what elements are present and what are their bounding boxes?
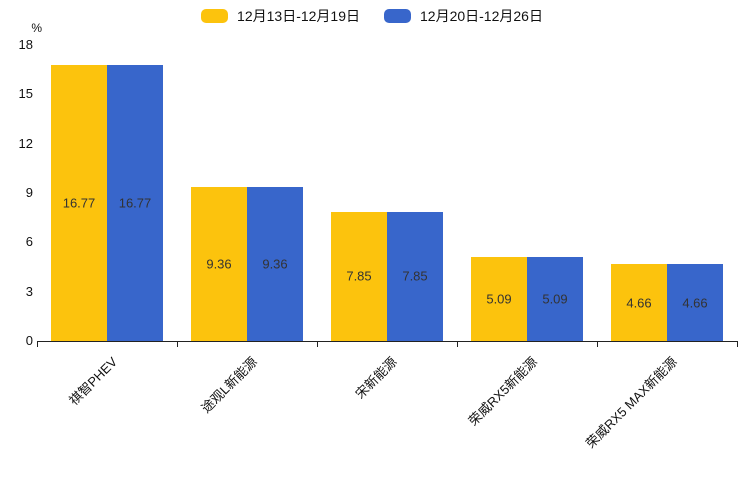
x-tick-mark (177, 341, 178, 347)
y-tick-label: 9 (25, 185, 33, 200)
y-tick-label: 6 (25, 234, 33, 250)
y-tick-label: 3 (25, 283, 33, 299)
bar-series2-祺智PHEV[interactable]: 16.77 (107, 65, 163, 341)
y-tick-label: 0 (25, 333, 33, 348)
y-tick-label: 18 (18, 37, 33, 52)
bar-series1-祺智PHEV[interactable]: 16.77 (51, 65, 107, 341)
x-category-label: 途观L新能源 (198, 354, 260, 416)
bar-value-label: 5.09 (486, 291, 512, 307)
bar-series1-荣威RX5 MAX新能源[interactable]: 4.66 (611, 264, 667, 341)
bar-series2-荣威RX5 MAX新能源[interactable]: 4.66 (667, 264, 723, 341)
x-tick-mark (457, 341, 458, 347)
bar-value-label: 9.36 (206, 256, 232, 272)
x-axis-line (37, 341, 738, 342)
bar-value-label: 9.36 (262, 256, 288, 272)
bar-series2-荣威RX5新能源[interactable]: 5.09 (527, 257, 583, 341)
bar-value-label: 16.77 (62, 195, 96, 211)
bar-value-label: 4.66 (682, 295, 708, 311)
legend-label-week1: 12月13日-12月19日 (237, 8, 360, 24)
legend-item-week1[interactable]: 12月13日-12月19日 (201, 6, 360, 26)
x-tick-mark (597, 341, 598, 347)
y-tick-label: 12 (18, 135, 33, 151)
x-category-label: 荣威RX5 MAX新能源 (582, 354, 680, 452)
bar-value-label: 7.85 (402, 268, 428, 284)
bar-value-label: 7.85 (346, 268, 372, 284)
bar-series2-宋新能源[interactable]: 7.85 (387, 211, 443, 341)
x-category-label: 祺智PHEV (65, 354, 120, 409)
bar-value-label: 16.77 (118, 195, 152, 211)
x-tick-mark (37, 341, 38, 347)
legend-item-week2[interactable]: 12月20日-12月26日 (384, 6, 543, 26)
x-category-label: 荣威RX5新能源 (465, 354, 540, 429)
bar-series1-荣威RX5新能源[interactable]: 5.09 (471, 257, 527, 341)
legend: 12月13日-12月19日 12月20日-12月26日 (0, 6, 744, 26)
x-tick-mark (737, 341, 738, 347)
x-tick-mark (317, 341, 318, 347)
bar-series1-途观L新能源[interactable]: 9.36 (191, 187, 247, 341)
bar-value-label: 4.66 (626, 295, 652, 311)
legend-swatch-yellow-icon (201, 9, 229, 23)
legend-swatch-blue-icon (384, 9, 411, 23)
legend-label-week2: 12月20日-12月26日 (420, 8, 543, 24)
y-axis-unit-label: % (31, 21, 42, 35)
bar-value-label: 5.09 (542, 291, 568, 307)
bar-series2-途观L新能源[interactable]: 9.36 (247, 187, 303, 341)
y-tick-label: 15 (18, 86, 33, 102)
x-category-label: 宋新能源 (352, 354, 400, 402)
bar-series1-宋新能源[interactable]: 7.85 (331, 211, 387, 341)
